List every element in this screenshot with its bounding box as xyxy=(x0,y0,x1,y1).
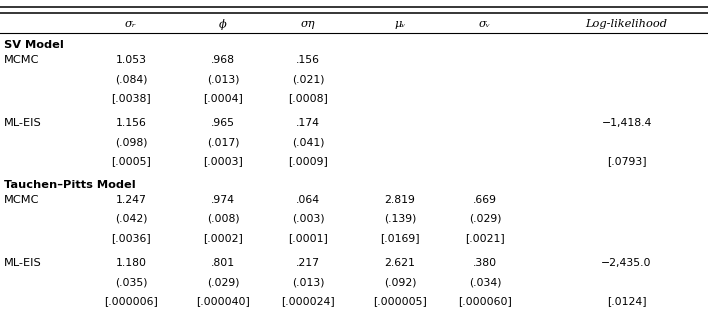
Text: ML-EIS: ML-EIS xyxy=(4,118,41,128)
Text: [.0169]: [.0169] xyxy=(380,233,420,243)
Text: .801: .801 xyxy=(211,258,235,268)
Text: .965: .965 xyxy=(211,118,235,128)
Text: SV Model: SV Model xyxy=(4,40,64,50)
Text: [.0036]: [.0036] xyxy=(111,233,151,243)
Text: .974: .974 xyxy=(211,195,235,205)
Text: 1.247: 1.247 xyxy=(115,195,147,205)
Text: (.139): (.139) xyxy=(384,214,416,224)
Text: [.0002]: [.0002] xyxy=(203,233,243,243)
Text: MCMC: MCMC xyxy=(4,55,39,65)
Text: ML-EIS: ML-EIS xyxy=(4,258,41,268)
Text: (.008): (.008) xyxy=(207,214,239,224)
Text: (.042): (.042) xyxy=(115,214,147,224)
Text: [.000040]: [.000040] xyxy=(196,296,250,306)
Text: [.000060]: [.000060] xyxy=(458,296,512,306)
Text: [.0124]: [.0124] xyxy=(607,296,646,306)
Text: (.029): (.029) xyxy=(469,214,501,224)
Text: (.013): (.013) xyxy=(292,277,324,287)
Text: [.0008]: [.0008] xyxy=(288,93,328,103)
Text: [.0003]: [.0003] xyxy=(203,157,243,166)
Text: −1,418.4: −1,418.4 xyxy=(601,118,652,128)
Text: .669: .669 xyxy=(473,195,497,205)
Text: [.0005]: [.0005] xyxy=(111,157,151,166)
Text: [.0793]: [.0793] xyxy=(607,157,646,166)
Text: (.092): (.092) xyxy=(384,277,416,287)
Text: .968: .968 xyxy=(211,55,235,65)
Text: ση: ση xyxy=(301,19,315,29)
Text: [.000024]: [.000024] xyxy=(281,296,335,306)
Text: (.021): (.021) xyxy=(292,74,324,84)
Text: (.034): (.034) xyxy=(469,277,501,287)
Text: σᵥ: σᵥ xyxy=(479,19,491,29)
Text: [.0004]: [.0004] xyxy=(203,93,243,103)
Text: [.000005]: [.000005] xyxy=(373,296,427,306)
Text: .064: .064 xyxy=(296,195,320,205)
Text: Log-likelihood: Log-likelihood xyxy=(586,19,668,29)
Text: σᵣ: σᵣ xyxy=(125,19,137,29)
Text: [.0021]: [.0021] xyxy=(465,233,505,243)
Text: 1.156: 1.156 xyxy=(115,118,147,128)
Text: (.029): (.029) xyxy=(207,277,239,287)
Text: 2.819: 2.819 xyxy=(384,195,416,205)
Text: (.017): (.017) xyxy=(207,137,239,147)
Text: (.035): (.035) xyxy=(115,277,147,287)
Text: (.013): (.013) xyxy=(207,74,239,84)
Text: ϕ: ϕ xyxy=(219,19,227,30)
Text: MCMC: MCMC xyxy=(4,195,39,205)
Text: [.000006]: [.000006] xyxy=(104,296,158,306)
Text: .217: .217 xyxy=(296,258,320,268)
Text: [.0001]: [.0001] xyxy=(288,233,328,243)
Text: Tauchen–Pitts Model: Tauchen–Pitts Model xyxy=(4,180,135,190)
Text: [.0038]: [.0038] xyxy=(111,93,151,103)
Text: (.003): (.003) xyxy=(292,214,324,224)
Text: 1.180: 1.180 xyxy=(115,258,147,268)
Text: .174: .174 xyxy=(296,118,320,128)
Text: (.098): (.098) xyxy=(115,137,147,147)
Text: 1.053: 1.053 xyxy=(115,55,147,65)
Text: .156: .156 xyxy=(296,55,320,65)
Text: 2.621: 2.621 xyxy=(384,258,416,268)
Text: [.0009]: [.0009] xyxy=(288,157,328,166)
Text: (.084): (.084) xyxy=(115,74,147,84)
Text: (.041): (.041) xyxy=(292,137,324,147)
Text: .380: .380 xyxy=(473,258,497,268)
Text: μᵥ: μᵥ xyxy=(394,19,406,29)
Text: −2,435.0: −2,435.0 xyxy=(601,258,652,268)
